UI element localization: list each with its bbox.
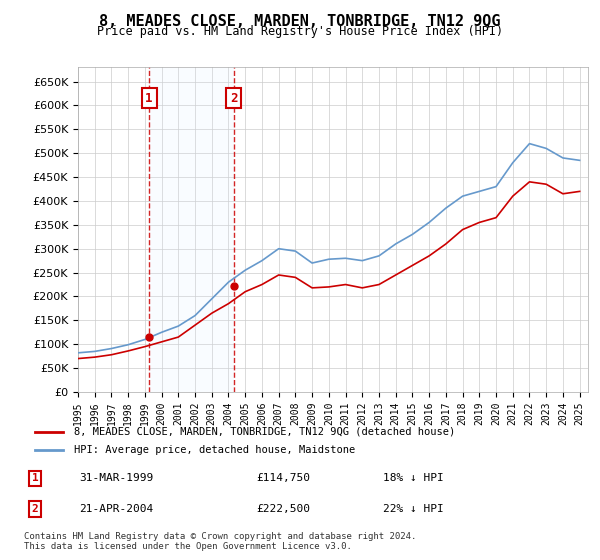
Text: HPI: Average price, detached house, Maidstone: HPI: Average price, detached house, Maid… bbox=[74, 445, 355, 455]
Text: 18% ↓ HPI: 18% ↓ HPI bbox=[383, 473, 443, 483]
Text: Contains HM Land Registry data © Crown copyright and database right 2024.
This d: Contains HM Land Registry data © Crown c… bbox=[24, 532, 416, 552]
Text: 8, MEADES CLOSE, MARDEN, TONBRIDGE, TN12 9QG: 8, MEADES CLOSE, MARDEN, TONBRIDGE, TN12… bbox=[99, 14, 501, 29]
Bar bbox=[149, 67, 233, 392]
Text: 1: 1 bbox=[32, 473, 38, 483]
Text: 2: 2 bbox=[32, 504, 38, 514]
Text: 1: 1 bbox=[145, 92, 153, 105]
Text: 8, MEADES CLOSE, MARDEN, TONBRIDGE, TN12 9QG (detached house): 8, MEADES CLOSE, MARDEN, TONBRIDGE, TN12… bbox=[74, 427, 455, 437]
Text: £114,750: £114,750 bbox=[256, 473, 310, 483]
Text: Price paid vs. HM Land Registry's House Price Index (HPI): Price paid vs. HM Land Registry's House … bbox=[97, 25, 503, 38]
Text: £222,500: £222,500 bbox=[256, 504, 310, 514]
Text: 21-APR-2004: 21-APR-2004 bbox=[79, 504, 154, 514]
Text: 31-MAR-1999: 31-MAR-1999 bbox=[79, 473, 154, 483]
Text: 22% ↓ HPI: 22% ↓ HPI bbox=[383, 504, 443, 514]
Text: 2: 2 bbox=[230, 92, 237, 105]
